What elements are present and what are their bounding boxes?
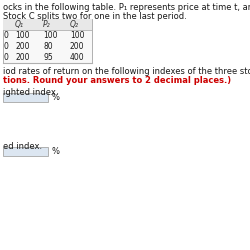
- Text: iod rates of return on the following indexes of the three stocks (t = 0 to: iod rates of return on the following ind…: [3, 67, 250, 76]
- Text: tions. Round your answers to 2 decimal places.): tions. Round your answers to 2 decimal p…: [3, 76, 231, 85]
- Text: ocks in the following table. P₁ represents price at time t, and Q₁ repres: ocks in the following table. P₁ represen…: [3, 3, 250, 12]
- Text: %: %: [51, 147, 59, 156]
- FancyBboxPatch shape: [3, 19, 92, 63]
- Text: 80: 80: [43, 42, 52, 51]
- Text: Stock C splits two for one in the last period.: Stock C splits two for one in the last p…: [3, 12, 187, 21]
- Text: 200: 200: [70, 42, 84, 51]
- Text: ighted index.: ighted index.: [3, 88, 58, 97]
- Text: 0: 0: [4, 31, 9, 40]
- FancyBboxPatch shape: [3, 93, 48, 102]
- Text: Q₁: Q₁: [15, 20, 24, 29]
- FancyBboxPatch shape: [3, 147, 48, 156]
- Text: 400: 400: [70, 53, 84, 62]
- Text: ed index.: ed index.: [3, 142, 42, 151]
- Text: Q₂: Q₂: [70, 20, 79, 29]
- Text: 100: 100: [15, 31, 30, 40]
- Text: 100: 100: [43, 31, 58, 40]
- Text: 100: 100: [70, 31, 84, 40]
- Text: 0: 0: [4, 53, 9, 62]
- Text: %: %: [51, 93, 59, 102]
- Text: 0: 0: [4, 42, 9, 51]
- FancyBboxPatch shape: [3, 19, 92, 30]
- Text: 200: 200: [15, 42, 30, 51]
- Text: 95: 95: [43, 53, 53, 62]
- Text: 200: 200: [15, 53, 30, 62]
- Text: P₂: P₂: [43, 20, 51, 29]
